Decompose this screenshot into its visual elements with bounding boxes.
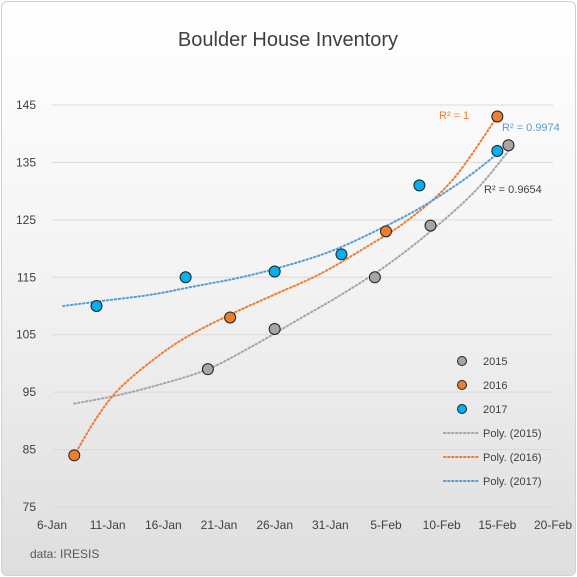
y-tick-label: 75 — [23, 500, 37, 514]
x-tick-label: 31-Jan — [312, 518, 349, 532]
data-point-2017 — [179, 271, 192, 284]
y-tick-label: 125 — [16, 213, 36, 227]
y-tick-label: 115 — [17, 270, 36, 284]
trendline-2015 — [73, 149, 510, 405]
data-point-2017 — [491, 144, 504, 157]
r-squared-label-2017: R² = 0.9974 — [502, 122, 560, 134]
legend-label: 2015 — [483, 356, 507, 368]
data-point-2017 — [90, 300, 103, 312]
data-point-2015 — [368, 271, 381, 284]
legend-marker — [457, 380, 467, 390]
chart-title: Boulder House Inventory — [178, 29, 398, 51]
source-note: data: IRESIS — [30, 547, 99, 561]
legend-label: Poly. (2017) — [483, 476, 542, 488]
r-squared-labels: R² = 0.9654 R² = 1 R² = 0.9974 — [439, 110, 560, 196]
y-tick-label: 85 — [23, 443, 37, 457]
x-axis-ticks: 6-Jan 11-Jan 16-Jan 21-Jan 26-Jan 31-Jan 5-Feb… — [37, 518, 572, 532]
r-squared-label-2016: R² = 1 — [439, 110, 469, 122]
y-tick-label: 145 — [16, 98, 36, 112]
trendlines — [62, 115, 510, 457]
data-point-2016 — [491, 110, 504, 123]
trendline-2016 — [73, 115, 499, 457]
legend-label: Poly. (2015) — [483, 428, 542, 440]
data-point-2015 — [424, 219, 437, 232]
legend-label: Poly. (2016) — [483, 452, 542, 464]
x-tick-label: 21-Jan — [201, 518, 238, 532]
x-tick-label: 5-Feb — [370, 518, 402, 532]
data-point-2017 — [335, 248, 348, 261]
y-axis-ticks: 75 85 95 105 115 125 135 145 — [16, 98, 36, 514]
y-tick-label: 105 — [16, 328, 36, 342]
legend-label: 2017 — [483, 404, 507, 416]
x-tick-label: 6-Jan — [37, 518, 67, 532]
data-point-2017 — [268, 265, 281, 278]
legend-label: 2016 — [483, 380, 507, 392]
legend-marker — [457, 404, 467, 414]
data-point-2016 — [68, 449, 81, 462]
x-tick-label: 20-Feb — [534, 518, 572, 532]
data-point-2015 — [268, 322, 281, 335]
x-tick-label: 16-Jan — [145, 518, 182, 532]
grid-lines — [52, 104, 553, 508]
x-tick-label: 26-Jan — [256, 518, 293, 532]
trendline-2017 — [62, 152, 499, 307]
r-squared-label-2015: R² = 0.9654 — [484, 184, 542, 196]
y-tick-label: 95 — [23, 385, 37, 399]
y-tick-label: 135 — [16, 155, 36, 169]
data-point-2015 — [201, 363, 214, 376]
x-tick-label: 15-Feb — [478, 518, 516, 532]
legend: 2015 2016 2017 Poly. (2015) Poly. (2016) Poly… — [443, 356, 542, 488]
legend-marker — [457, 356, 467, 366]
data-point-2016 — [380, 225, 392, 238]
x-tick-label: 11-Jan — [90, 518, 126, 532]
x-tick-label: 10-Feb — [423, 518, 461, 532]
data-points — [68, 110, 515, 462]
data-point-2015 — [502, 139, 515, 152]
data-point-2017 — [413, 179, 426, 192]
data-point-2016 — [224, 311, 237, 324]
